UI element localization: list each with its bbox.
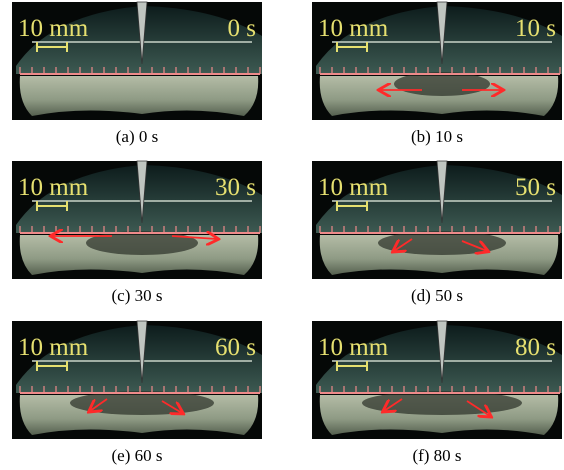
crack-arrow — [171, 236, 217, 239]
needle — [436, 1, 448, 65]
time-label: 80 s — [515, 334, 556, 361]
crack-arrow — [161, 400, 182, 413]
lower-region — [19, 76, 259, 116]
needle — [436, 320, 448, 384]
damage-zone — [86, 231, 198, 255]
needle — [136, 1, 148, 65]
panel-caption: (b) 10 s — [411, 127, 463, 146]
lower-region — [19, 235, 259, 275]
photo-panel: 10 mm 0 s — [12, 1, 262, 120]
time-label: 30 s — [215, 174, 256, 201]
damage-zone — [394, 72, 490, 96]
scale-label: 10 mm — [18, 174, 89, 201]
time-label: 50 s — [515, 174, 556, 201]
upper-region — [316, 325, 562, 393]
upper-region — [316, 165, 562, 233]
crack-arrow — [466, 400, 490, 416]
upper-region — [316, 6, 562, 74]
scale-label: 10 mm — [18, 334, 89, 361]
upper-region — [16, 325, 262, 393]
damage-zone — [378, 231, 506, 255]
crack-arrow — [394, 238, 413, 251]
needle — [136, 320, 148, 384]
panel-caption: (c) 30 s — [112, 286, 163, 305]
photo-panel: 10 mm 10 s — [312, 1, 562, 120]
scale-label: 10 mm — [18, 15, 89, 42]
photo-panel: 10 mm 80 s — [312, 320, 562, 439]
time-label: 60 s — [215, 334, 256, 361]
scale-label: 10 mm — [318, 174, 389, 201]
needle — [436, 160, 448, 224]
photo-panel: 10 mm 30 s — [12, 160, 262, 279]
scale-label: 10 mm — [318, 15, 389, 42]
panel-caption: (d) 50 s — [411, 286, 463, 305]
panel-caption: (f) 80 s — [412, 446, 461, 465]
upper-region — [16, 165, 262, 233]
panel-caption: (e) 60 s — [112, 446, 163, 465]
needle — [136, 160, 148, 224]
crack-arrow — [384, 398, 403, 411]
time-label: 0 s — [228, 15, 256, 42]
panel-caption: (a) 0 s — [116, 127, 158, 146]
damage-zone — [70, 391, 214, 415]
scale-label: 10 mm — [318, 334, 389, 361]
damage-zone — [362, 391, 522, 415]
photo-panel: 10 mm 60 s — [12, 320, 262, 439]
photo-panel: 10 mm 50 s — [312, 160, 562, 279]
upper-region — [16, 6, 262, 74]
crack-arrow — [90, 398, 108, 411]
crack-arrow — [461, 240, 487, 251]
time-label: 10 s — [515, 15, 556, 42]
